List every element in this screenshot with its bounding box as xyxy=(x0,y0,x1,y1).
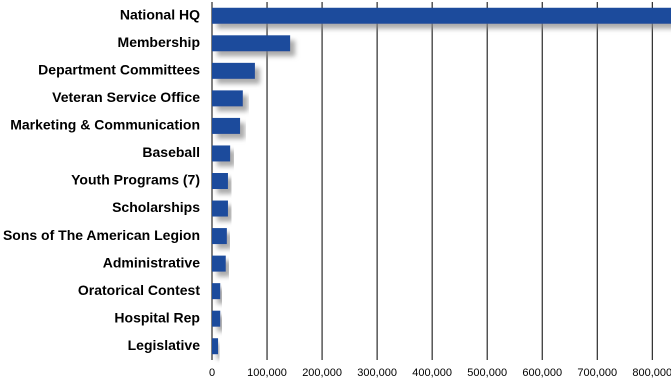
x-tick-label: 700,000 xyxy=(577,367,617,379)
x-tick-label: 0 xyxy=(209,367,215,379)
y-tick-label: Legislative xyxy=(128,337,201,353)
x-tick-label: 200,000 xyxy=(302,367,342,379)
x-tick-label: 600,000 xyxy=(522,367,562,379)
y-tick-label: Marketing & Communication xyxy=(10,117,200,133)
bar xyxy=(212,117,241,134)
bar xyxy=(212,283,221,300)
y-tick-label: Scholarships xyxy=(112,199,200,215)
x-tick-label: 400,000 xyxy=(412,367,452,379)
x-tick-label: 300,000 xyxy=(357,367,397,379)
x-tick-label: 100,000 xyxy=(247,367,287,379)
y-tick-label: Membership xyxy=(118,34,200,50)
y-tick-label: Veteran Service Office xyxy=(52,89,200,105)
bar xyxy=(212,7,671,24)
bar xyxy=(212,145,231,162)
bar xyxy=(212,200,228,217)
y-tick-label: Baseball xyxy=(142,144,200,160)
x-tick-label: 800,000 xyxy=(632,367,671,379)
y-tick-label: Sons of The American Legion xyxy=(3,227,200,243)
bar xyxy=(212,173,228,189)
y-tick-label: Oratorical Contest xyxy=(78,282,200,298)
bar xyxy=(212,90,243,107)
bar xyxy=(212,338,219,355)
bar xyxy=(212,35,291,52)
y-tick-label: Youth Programs (7) xyxy=(71,172,200,188)
x-tick-label: 500,000 xyxy=(467,367,507,379)
y-tick-label: Administrative xyxy=(103,254,200,270)
bar xyxy=(212,228,227,245)
bar xyxy=(212,310,221,327)
bar xyxy=(212,62,255,79)
y-tick-label: National HQ xyxy=(120,6,200,22)
y-tick-label: Department Committees xyxy=(38,62,200,78)
bar xyxy=(212,255,226,272)
y-tick-label: Hospital Rep xyxy=(114,309,200,325)
